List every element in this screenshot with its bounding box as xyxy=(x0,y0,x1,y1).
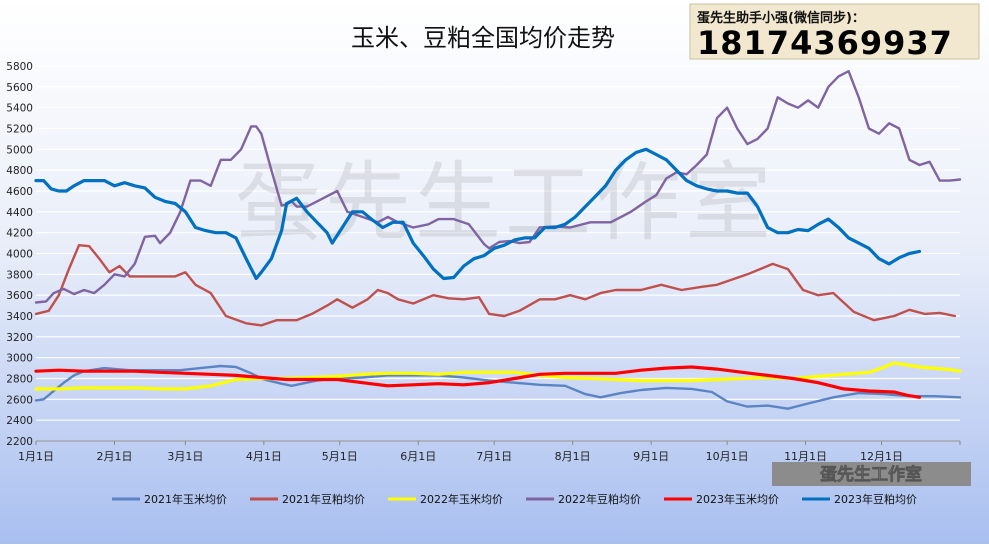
gridlines xyxy=(36,65,960,442)
series-line-4 xyxy=(34,69,962,304)
series-line-5 xyxy=(34,365,922,399)
y-tick-label: 2200 xyxy=(6,436,33,448)
y-tick-label: 4800 xyxy=(6,165,33,177)
y-tick-label: 4200 xyxy=(6,228,33,240)
x-tick-label: 2月1日 xyxy=(96,450,132,463)
legend-label: 2022年玉米均价 xyxy=(420,492,503,506)
x-tick-label: 1月1日 xyxy=(18,450,54,463)
y-tick-label: 3200 xyxy=(6,332,33,344)
y-tick-label: 5600 xyxy=(6,82,33,94)
legend: 2021年玉米均价 2021年豆粕均价 2022年玉米均价 2022年豆粕均价 2023… xyxy=(112,492,917,506)
y-tick-label: 4400 xyxy=(6,207,33,219)
contact-label: 蛋先生助手小强(微信同步)： xyxy=(697,10,865,26)
y-tick-label: 2600 xyxy=(6,394,33,406)
studio-badge: 蛋先生工作室 xyxy=(772,462,971,486)
contact-phone: 18174369937 xyxy=(697,24,953,62)
y-tick-label: 3800 xyxy=(6,269,33,281)
y-tick-label: 2400 xyxy=(6,415,33,427)
y-tick-label: 5800 xyxy=(6,61,33,73)
legend-label: 2023年豆粕均价 xyxy=(834,492,917,506)
x-tick-label: 8月1日 xyxy=(555,450,591,463)
y-tick-label: 5400 xyxy=(6,103,33,115)
y-tick-label: 5000 xyxy=(6,144,33,156)
x-tick-label: 11月1日 xyxy=(784,450,827,463)
legend-label: 2023年玉米均价 xyxy=(696,492,779,506)
watermark: 蛋先生工作室 xyxy=(235,153,775,253)
x-tick-label: 10月1日 xyxy=(706,450,749,463)
legend-label: 2022年豆粕均价 xyxy=(558,492,641,506)
series-line-6 xyxy=(34,147,922,281)
x-tick-label: 7月1日 xyxy=(476,450,512,463)
studio-badge-text: 蛋先生工作室 xyxy=(820,464,922,485)
legend-label: 2021年玉米均价 xyxy=(144,492,227,506)
x-tick-label: 12月1日 xyxy=(860,450,903,463)
y-tick-label: 3600 xyxy=(6,290,33,302)
chart-title: 玉米、豆粕全国均价走势 xyxy=(351,24,615,52)
series-lines xyxy=(34,69,962,410)
y-tick-label: 2800 xyxy=(6,374,33,386)
x-tick-label: 9月1日 xyxy=(633,450,669,463)
y-tick-label: 3000 xyxy=(6,353,33,365)
x-tick-label: 3月1日 xyxy=(167,450,203,463)
y-tick-label: 4600 xyxy=(6,186,33,198)
watermark-layer: 蛋先生工作室 xyxy=(235,153,775,253)
y-tick-label: 5200 xyxy=(6,124,33,136)
x-tick-label: 5月1日 xyxy=(322,450,358,463)
x-tick-label: 6月1日 xyxy=(400,450,436,463)
y-tick-label: 3400 xyxy=(6,311,33,323)
x-tick-label: 4月1日 xyxy=(246,450,282,463)
contact-box: 蛋先生助手小强(微信同步)： 18174369937 xyxy=(689,3,980,62)
axes: 2200 2400 2600 2800 3000 3200 3400 3600 3800 4000… xyxy=(6,61,961,463)
legend-label: 2021年豆粕均价 xyxy=(282,492,365,506)
y-tick-label: 4000 xyxy=(6,249,33,261)
series-line-2 xyxy=(34,243,957,327)
